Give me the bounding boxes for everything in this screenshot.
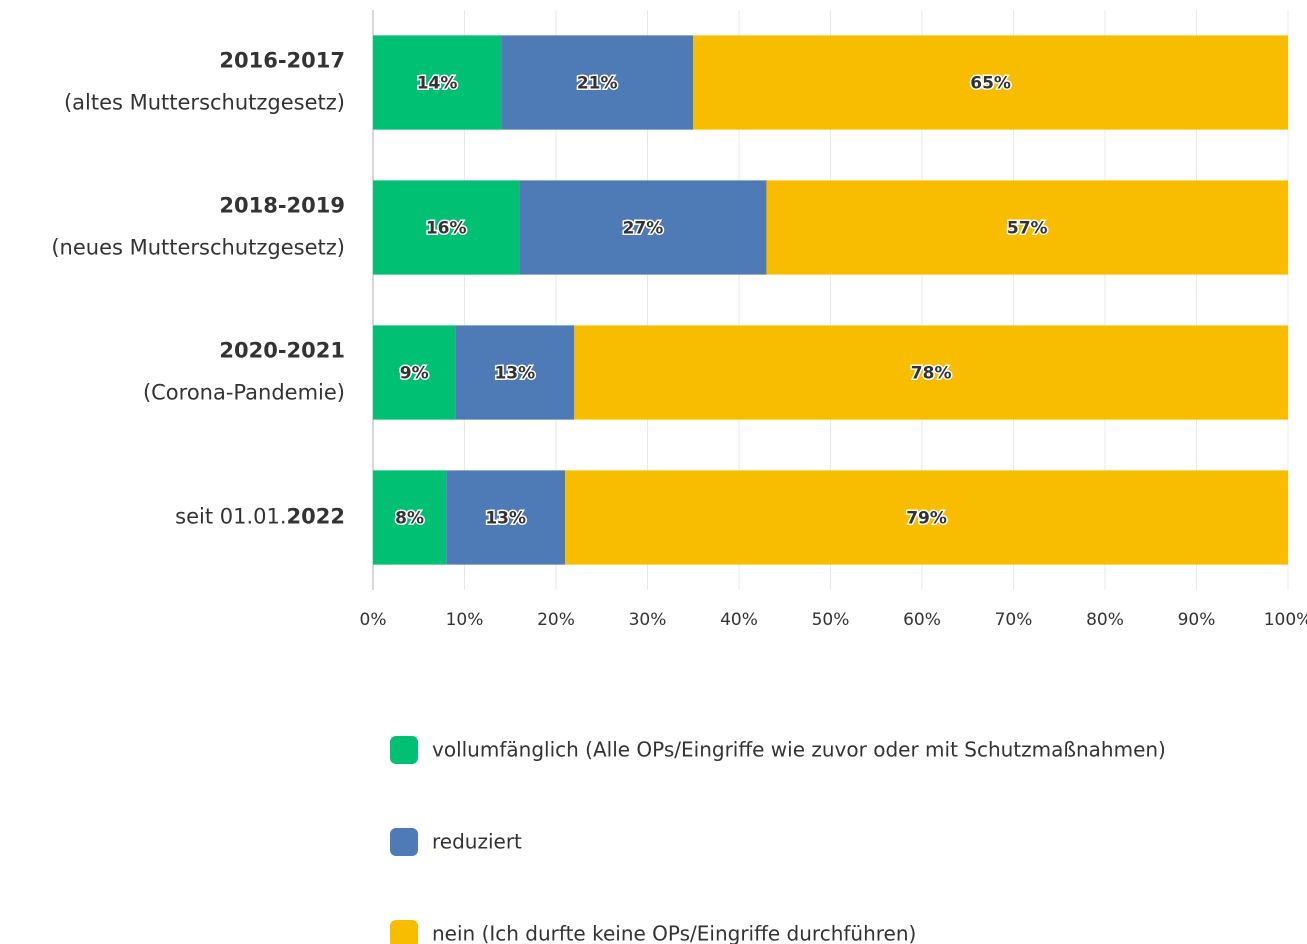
category-label-part: (neues Mutterschutzgesetz) (51, 236, 345, 260)
legend-label: reduziert (432, 830, 522, 854)
bar-segment (501, 35, 694, 130)
bar-segment (574, 325, 1288, 420)
bar-segment (373, 35, 502, 130)
data-label: 27% (623, 219, 664, 239)
x-tick-label: 80% (1086, 610, 1124, 630)
legend-swatch (390, 828, 418, 856)
bar-segment (373, 470, 447, 565)
category-label-part: (altes Mutterschutzgesetz) (64, 91, 345, 115)
bar-segment (446, 470, 566, 565)
x-tick-label: 100% (1264, 610, 1307, 630)
data-label: 13% (485, 509, 526, 529)
category-label-part: (Corona-Pandemie) (143, 381, 345, 405)
x-tick-label: 70% (995, 610, 1033, 630)
category-label: (altes Mutterschutzgesetz) (64, 91, 345, 115)
x-tick-label: 90% (1178, 610, 1216, 630)
data-label: 57% (1007, 219, 1048, 239)
category-label-part: 2022 (287, 505, 345, 529)
data-label: 21% (577, 74, 618, 94)
legend-label: nein (Ich durfte keine OPs/Eingriffe dur… (432, 922, 916, 944)
data-label: 8% (395, 509, 424, 529)
bar-segment (373, 325, 456, 420)
data-label: 79% (906, 509, 947, 529)
legend-swatch (390, 736, 418, 764)
bar-segment (519, 180, 767, 275)
category-label-part: seit 01.01. (175, 505, 286, 529)
category-label: 2018-2019 (219, 194, 345, 218)
data-label: 16% (426, 219, 467, 239)
bar-segment (373, 180, 520, 275)
x-tick-label: 10% (446, 610, 484, 630)
x-tick-label: 40% (720, 610, 758, 630)
category-label-part: 2018-2019 (219, 194, 345, 218)
category-label-part: 2020-2021 (219, 339, 345, 363)
bar-segment (766, 180, 1288, 275)
category-label-part: 2016-2017 (219, 49, 345, 73)
category-label: (neues Mutterschutzgesetz) (51, 236, 345, 260)
data-label: 14% (417, 74, 458, 94)
data-label: 78% (911, 364, 952, 384)
category-label: 2016-2017 (219, 49, 345, 73)
x-tick-label: 0% (360, 610, 387, 630)
category-label: 2020-2021 (219, 339, 345, 363)
bar-segment (565, 470, 1288, 565)
data-label: 13% (494, 364, 535, 384)
legend-label: vollumfänglich (Alle OPs/Eingriffe wie z… (432, 738, 1166, 762)
x-tick-label: 20% (537, 610, 575, 630)
x-tick-label: 50% (812, 610, 850, 630)
bar-segment (455, 325, 575, 420)
data-label: 9% (400, 364, 429, 384)
category-label: (Corona-Pandemie) (143, 381, 345, 405)
x-tick-label: 60% (903, 610, 941, 630)
bar-segment (693, 35, 1288, 130)
x-tick-label: 30% (629, 610, 667, 630)
data-label: 65% (970, 74, 1011, 94)
legend-swatch (390, 920, 418, 944)
category-label: seit 01.01.2022 (175, 505, 345, 529)
